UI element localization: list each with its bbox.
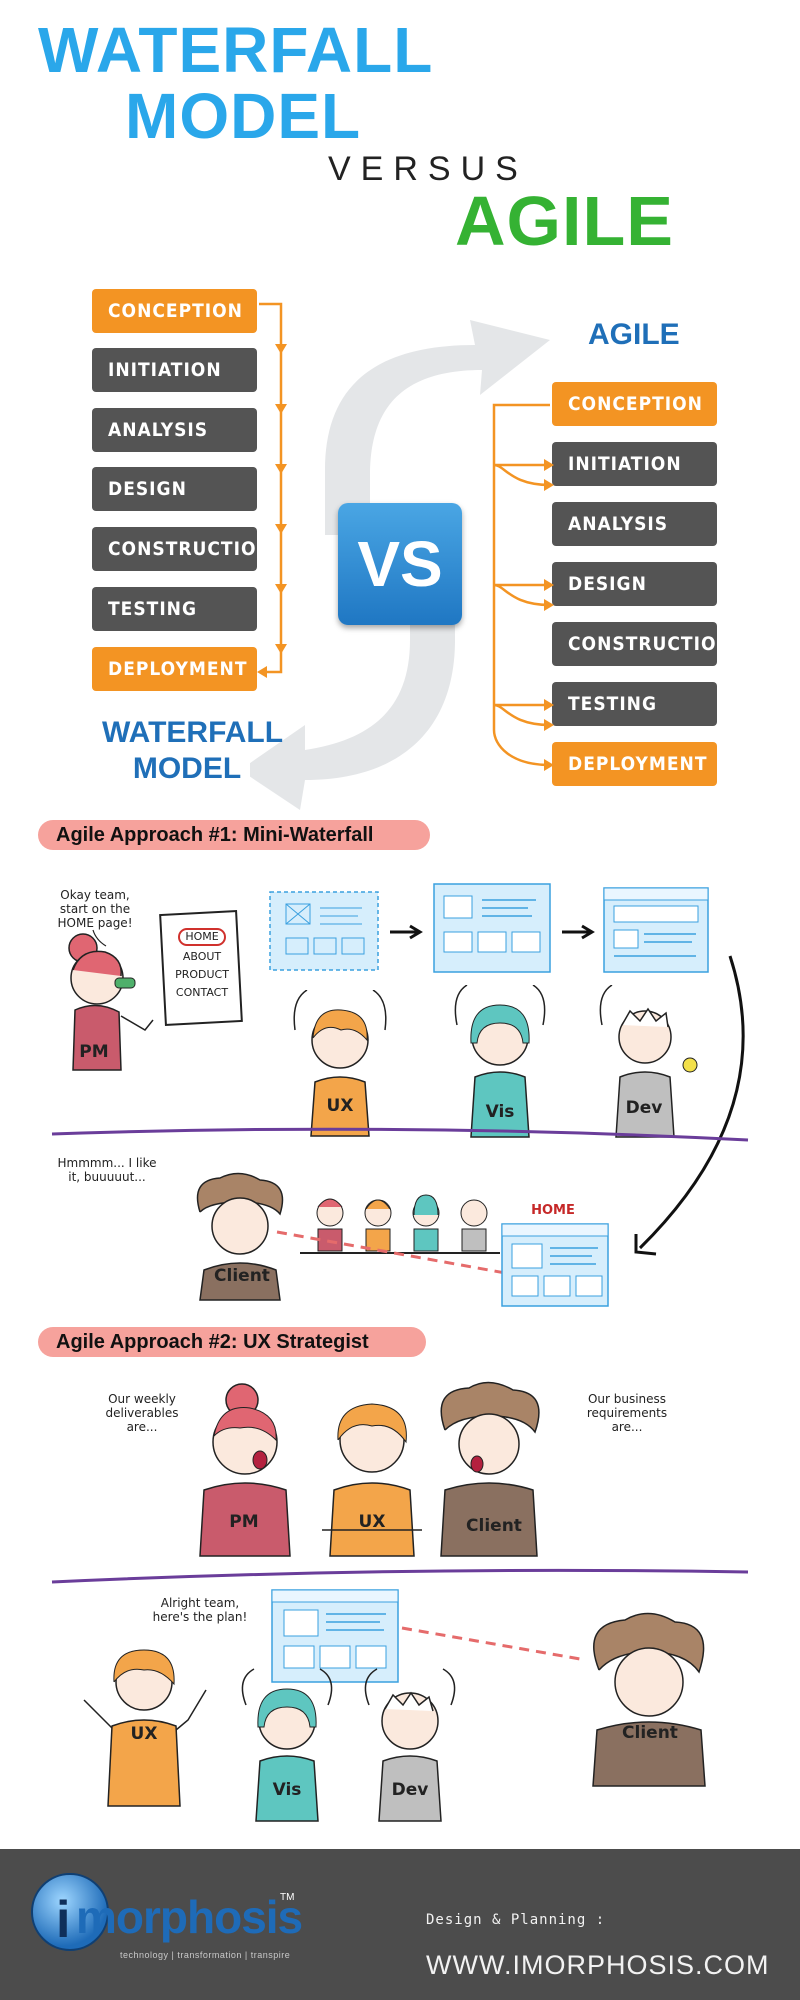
waterfall-label-line2: MODEL [132, 752, 242, 785]
title-versus: VERSUS [328, 150, 528, 188]
website-link[interactable]: WWW.IMORPHOSIS.COM [426, 1950, 770, 1980]
waterfall-step-conception: CONCEPTION [92, 289, 257, 333]
ux-character-icon-2 [322, 1403, 422, 1557]
divider-line-2 [51, 1568, 749, 1584]
agile-step-construction: CONSTRUCTION [552, 622, 731, 666]
footer [0, 1849, 800, 2000]
role-pm-1: PM [79, 1042, 109, 1062]
sitemap-product: PRODUCT [175, 968, 229, 981]
home-tag: HOME [531, 1203, 575, 1218]
client-character-icon [196, 1172, 284, 1301]
logo-globe-icon [31, 1873, 109, 1951]
dashed-line [276, 1230, 512, 1276]
pm-character-icon-2 [199, 1383, 291, 1557]
logo-tagline: technology | transformation | transpire [120, 1950, 291, 1960]
waterfall-step-analysis: ANALYSIS [92, 408, 257, 452]
title-waterfall: WATERFALL [38, 14, 434, 86]
agile-branch-lines [492, 403, 554, 771]
pm-speech-1: Okay team, start on the HOME page! [57, 888, 133, 930]
client-speech-2: Our business requirements are... [586, 1392, 668, 1434]
vis-character-icon-2 [241, 1668, 333, 1822]
dashed-line-2 [401, 1626, 587, 1662]
logo-i: i [56, 1891, 71, 1949]
wireframe-3-icon [603, 887, 709, 973]
wireframe-1-icon [269, 891, 379, 971]
logo-tm: TM [280, 1892, 295, 1903]
approach1-banner: Agile Approach #1: Mini-Waterfall [38, 820, 430, 850]
agile-step-deployment: DEPLOYMENT [552, 742, 717, 786]
waterfall-step-initiation: INITIATION [92, 348, 257, 392]
sitemap-about: ABOUT [182, 950, 222, 963]
role-vis-2: Vis [272, 1780, 302, 1800]
role-ux-1: UX [326, 1096, 354, 1116]
arrow-right-icon-2 [562, 924, 595, 940]
role-pm-2: PM [229, 1512, 259, 1532]
agile-step-design: DESIGN [552, 562, 717, 606]
curved-arrow-icon [634, 955, 745, 1256]
speech-tail-icon [92, 929, 107, 947]
waterfall-step-deployment: DEPLOYMENT [92, 647, 257, 691]
pm-speech-2: Our weekly deliverables are... [105, 1392, 179, 1434]
pm-character-icon [68, 933, 154, 1071]
ux-character-icon [293, 990, 387, 1137]
role-client-2: Client [466, 1516, 522, 1536]
arrow-right-icon [390, 924, 423, 940]
role-ux-2: UX [358, 1512, 386, 1532]
cycle-arrow-icon [250, 320, 550, 810]
vis-character-icon [454, 985, 546, 1138]
wireframe-2-icon [433, 883, 551, 973]
agile-step-conception: CONCEPTION [552, 382, 717, 426]
role-dev-1: Dev [625, 1098, 663, 1118]
dev-character-icon-2 [364, 1668, 456, 1822]
waterfall-step-testing: TESTING [92, 587, 257, 631]
role-ux-3: UX [130, 1724, 158, 1744]
agile-step-initiation: INITIATION [552, 442, 717, 486]
waterfall-step-construction: CONSTRUCTION [92, 527, 271, 571]
waterfall-label-line1: WATERFALL [102, 716, 284, 749]
client-character-icon-2 [440, 1381, 540, 1557]
ux-presenter-icon [83, 1649, 207, 1807]
client-character-icon-3 [592, 1612, 706, 1787]
wireframe-home-icon [501, 1223, 609, 1307]
logo-text: morphosis [76, 1891, 303, 1943]
title-model: MODEL [125, 80, 362, 152]
design-planning-label: Design & Planning : [426, 1912, 606, 1928]
ux-speech: Alright team, here's the plan! [152, 1596, 248, 1624]
client-speech-1: Hmmmm... I like it, buuuuut... [57, 1156, 157, 1184]
agile-label: AGILE [588, 318, 680, 351]
sitemap-contact: CONTACT [175, 986, 229, 999]
approach2-banner: Agile Approach #2: UX Strategist [38, 1327, 426, 1357]
plan-wireframe-icon [271, 1589, 399, 1683]
waterfall-step-design: DESIGN [92, 467, 257, 511]
dev-character-icon [599, 985, 698, 1138]
role-vis-1: Vis [485, 1102, 515, 1122]
title-agile: AGILE [455, 182, 674, 260]
sitemap-home: HOME [178, 928, 226, 946]
vs-badge: VS [338, 503, 462, 625]
agile-step-analysis: ANALYSIS [552, 502, 717, 546]
divider-line [51, 1127, 749, 1142]
client-label-1: Client [214, 1266, 270, 1286]
agile-step-testing: TESTING [552, 682, 717, 726]
role-dev-2: Dev [391, 1780, 429, 1800]
role-client-3: Client [622, 1723, 678, 1743]
waterfall-flow-arrows [257, 302, 287, 678]
